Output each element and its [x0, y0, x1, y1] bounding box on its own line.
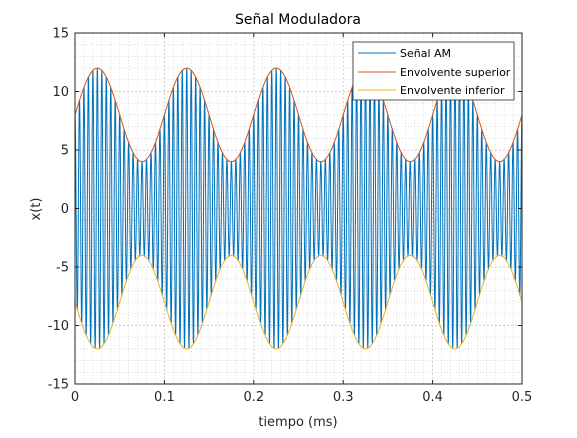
x-tick-label: 0.2 [243, 390, 264, 405]
y-tick-label: 0 [61, 202, 69, 217]
chart-title: Señal Moduladora [235, 12, 361, 28]
x-tick-label: 0.3 [333, 390, 354, 405]
series-line-lower-envelope [74, 254, 523, 350]
y-axis-label: x(t) [29, 198, 44, 221]
x-axis-label: tiempo (ms) [258, 415, 337, 430]
x-tick-label: 0.4 [422, 390, 443, 405]
y-tick-label: -15 [48, 378, 69, 393]
x-tick-label: 0.1 [154, 390, 175, 405]
ticks [74, 32, 523, 385]
x-tick-label: 0 [71, 390, 79, 405]
legend-label-am: Señal AM [400, 47, 451, 60]
y-tick-label: -10 [48, 319, 69, 334]
y-tick-label: -5 [56, 261, 69, 276]
y-tick-label: 5 [61, 144, 69, 159]
legend-label-upper: Envolvente superior [400, 66, 511, 79]
legend-label-lower: Envolvente inferior [400, 84, 505, 97]
tick-labels: 0 0.1 0.2 0.3 0.4 0.5 -15 -10 -5 0 5 10 15 [48, 27, 533, 406]
y-tick-label: 10 [52, 85, 69, 100]
x-tick-label: 0.5 [512, 390, 533, 405]
legend: Señal AM Envolvente superior Envolvente … [352, 41, 515, 101]
y-tick-label: 15 [52, 27, 69, 42]
